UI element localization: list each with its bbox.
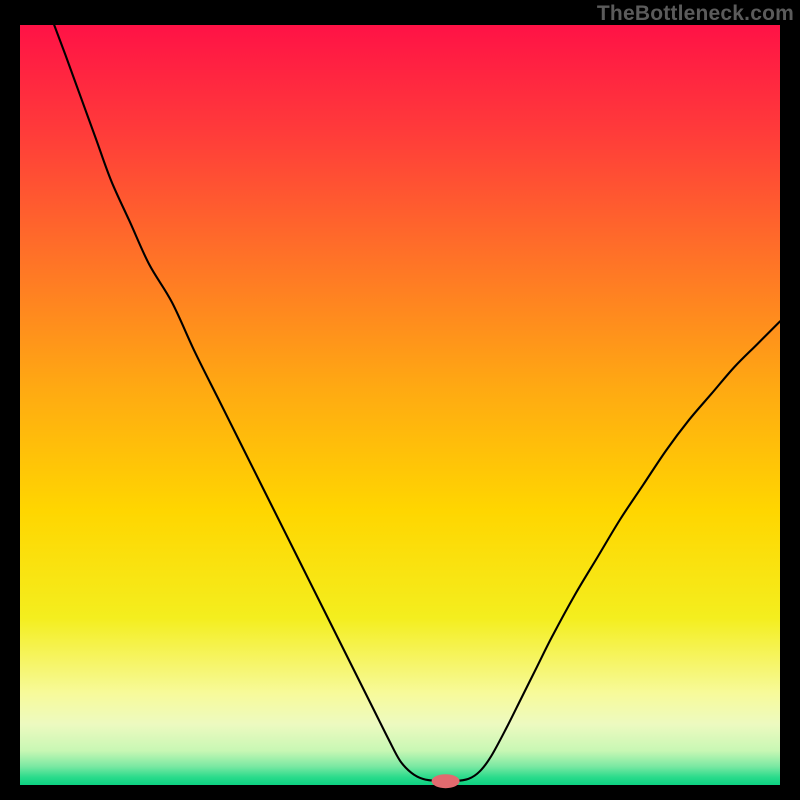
watermark-text: TheBottleneck.com — [597, 2, 794, 26]
optimal-marker — [432, 774, 460, 788]
bottleneck-chart — [0, 0, 800, 800]
plot-gradient-area — [20, 25, 780, 785]
